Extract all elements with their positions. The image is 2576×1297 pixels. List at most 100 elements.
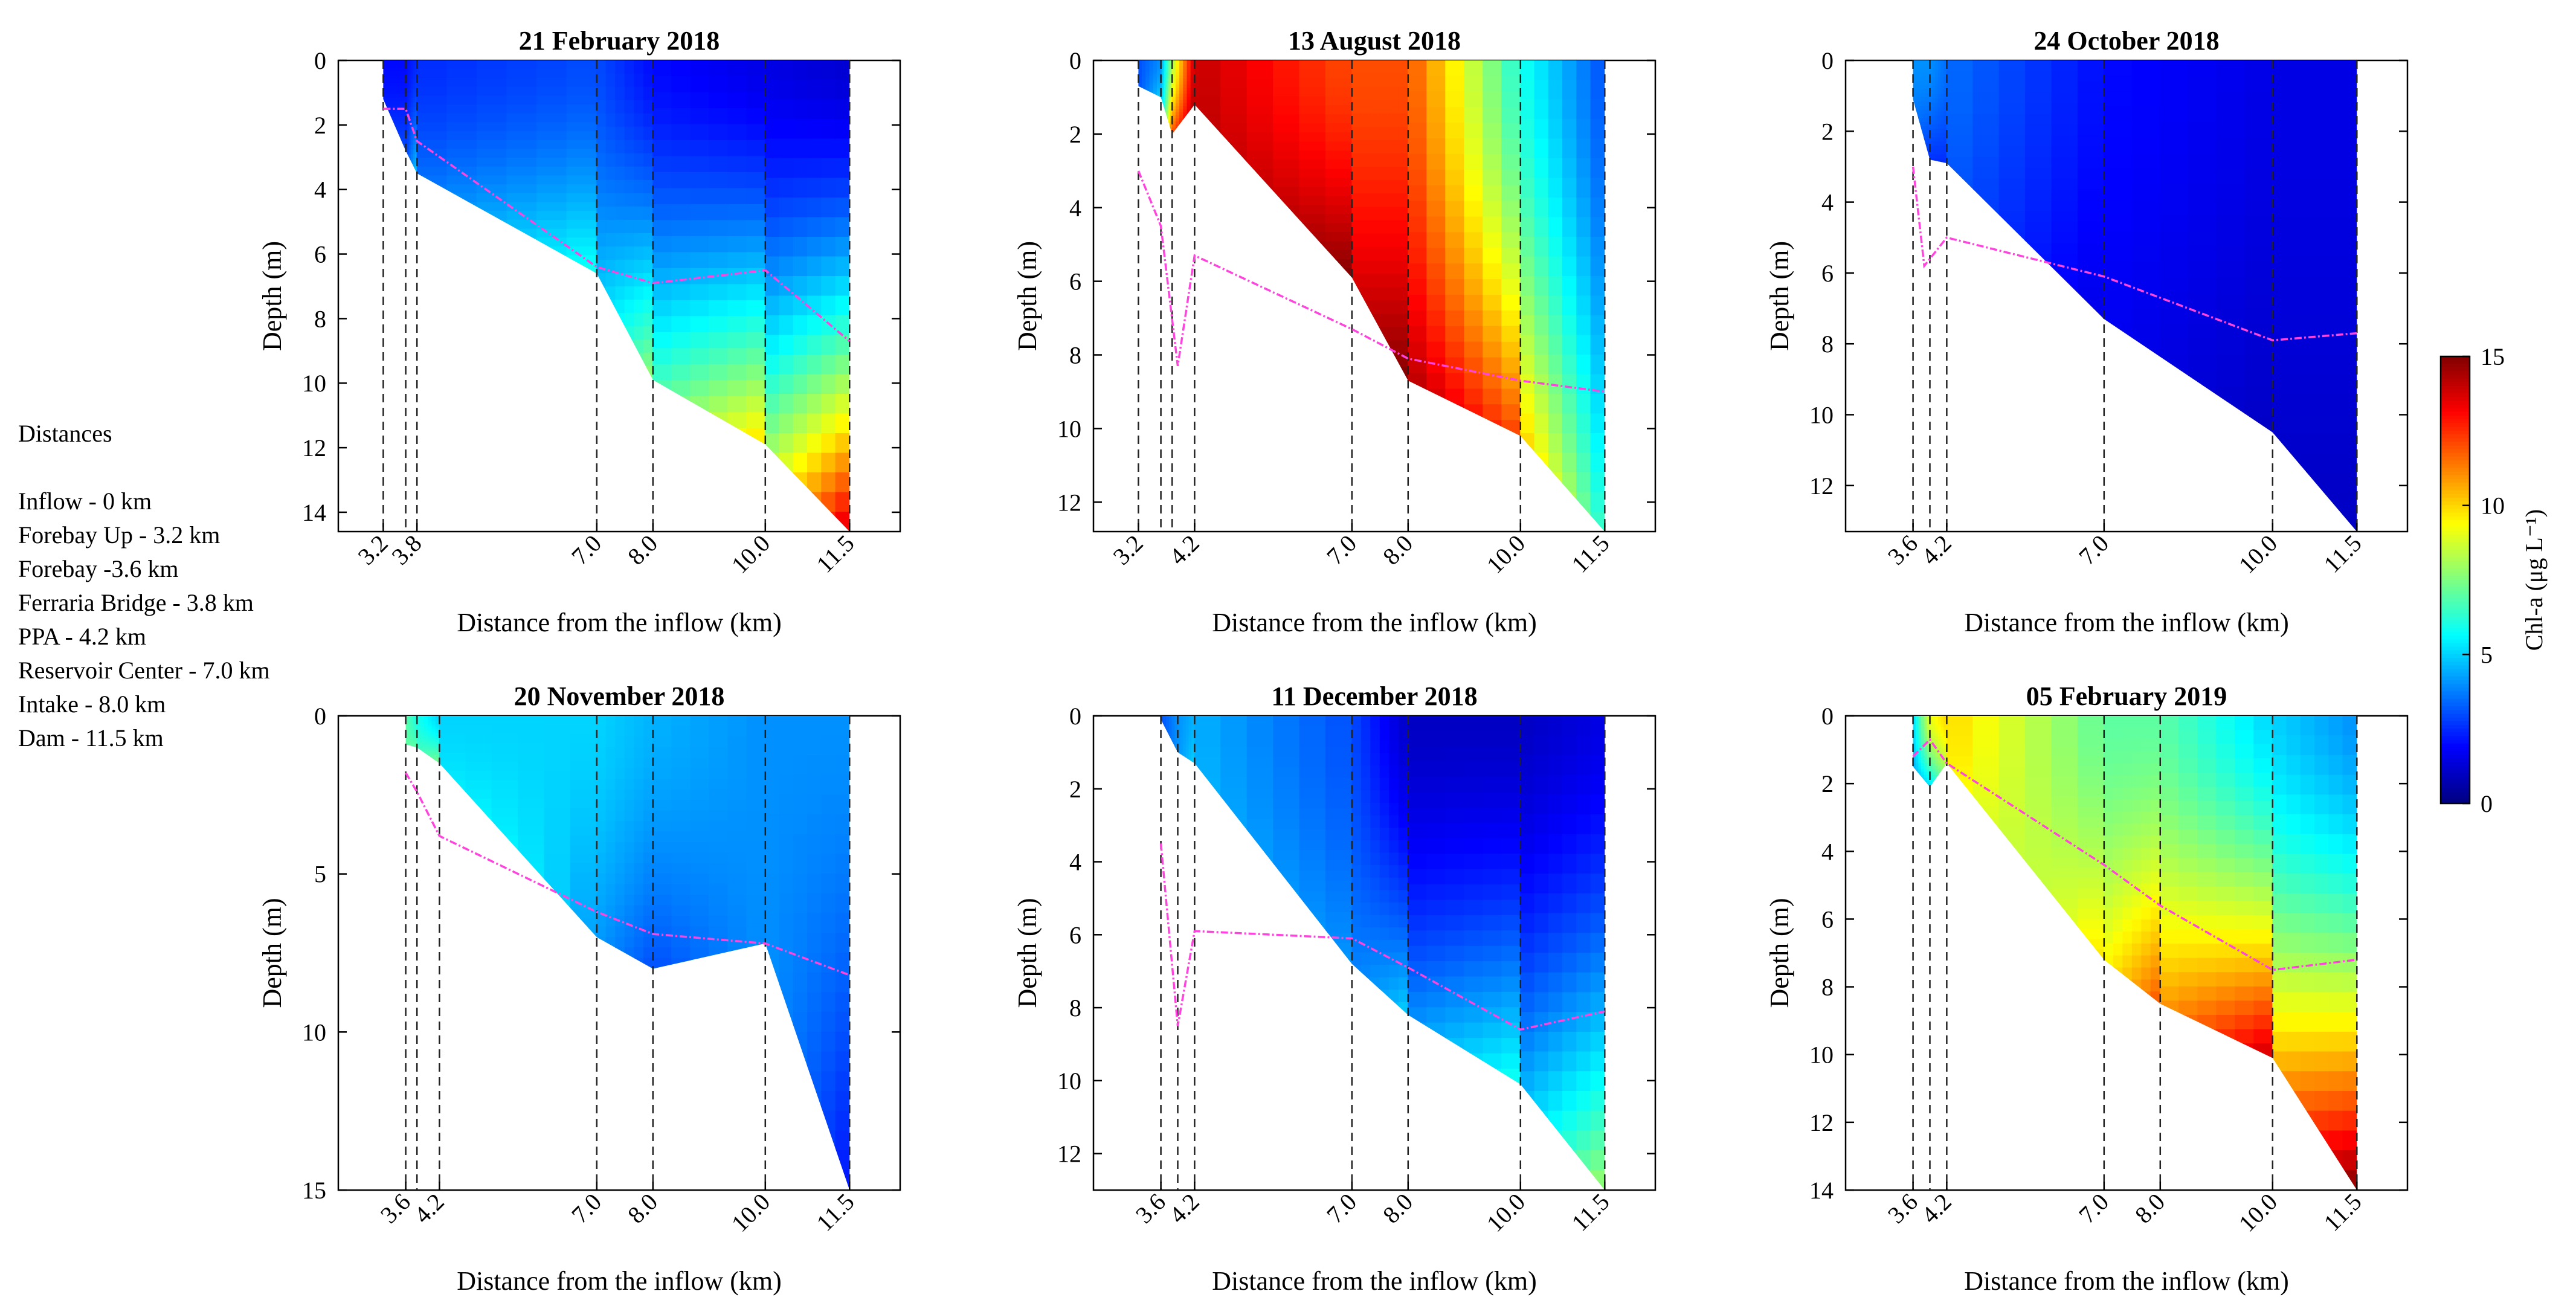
y-tick-label: 10: [1809, 401, 1834, 428]
colorbar-step: [2441, 505, 2470, 510]
y-tick-label: 8: [314, 305, 326, 332]
colorbar-step: [2441, 739, 2470, 744]
colorbar-step: [2441, 755, 2470, 759]
y-axis-label: Depth (m): [257, 241, 287, 351]
y-tick-label: 0: [1821, 703, 1834, 730]
colorbar-step: [2441, 390, 2470, 394]
colorbar-step: [2441, 359, 2470, 364]
colorbar-step: [2441, 672, 2470, 677]
colorbar-step: [2441, 617, 2470, 622]
colorbar-tick-label: 0: [2481, 790, 2493, 817]
colorbar-step: [2441, 602, 2470, 607]
colorbar-step: [2441, 516, 2470, 521]
panel-title: 13 August 2018: [1288, 26, 1461, 56]
colorbar-step: [2441, 770, 2470, 774]
colorbar-step: [2441, 550, 2470, 555]
x-tick-label: 8.0: [2130, 1188, 2170, 1229]
y-tick-label: 10: [302, 370, 326, 397]
colorbar-step: [2441, 520, 2470, 524]
colorbar-step: [2441, 598, 2470, 603]
colorbar-step: [2441, 564, 2470, 569]
colorbar-step: [2441, 765, 2470, 770]
y-tick-label: 14: [1809, 1177, 1834, 1204]
x-tick-label: 11.5: [811, 1188, 859, 1237]
colorbar-step: [2441, 494, 2470, 498]
colorbar-step: [2441, 375, 2470, 379]
x-tick-label: 11.5: [2318, 1188, 2366, 1237]
y-tick-label: 5: [314, 861, 326, 888]
colorbar-step: [2441, 654, 2470, 658]
x-tick-label: 11.5: [1566, 1188, 1614, 1237]
colorbar-step: [2441, 404, 2470, 409]
distances-legend: Distances Inflow - 0 km Forebay Up - 3.2…: [18, 417, 270, 755]
colorbar-step: [2441, 401, 2470, 405]
colorbar-step: [2441, 434, 2470, 439]
y-tick-label: 12: [1809, 472, 1834, 500]
colorbar-step: [2441, 587, 2470, 591]
colorbar-step: [2441, 385, 2470, 390]
colorbar-step: [2441, 624, 2470, 629]
x-axis-label: Distance from the inflow (km): [457, 608, 782, 637]
colorbar-step: [2441, 784, 2470, 789]
y-tick-label: 12: [1057, 1141, 1081, 1168]
y-tick-label: 4: [314, 176, 326, 204]
colorbar-step: [2441, 780, 2470, 785]
colorbar-step: [2441, 713, 2470, 718]
colorbar-step: [2441, 788, 2470, 793]
colorbar-step: [2441, 710, 2470, 715]
x-tick-label: 10.0: [1481, 530, 1530, 579]
x-tick-label: 10.0: [2233, 1188, 2282, 1237]
colorbar-step: [2441, 676, 2470, 681]
y-tick-label: 14: [302, 499, 326, 526]
colorbar-step: [2441, 594, 2470, 599]
colorbar-step: [2441, 449, 2470, 454]
panel-2: 0 2 4 6 8 10 12 3.2 4.2 7.0 8.0 10.0 11.5 13 August 2…: [1013, 26, 1657, 637]
colorbar-step: [2441, 460, 2470, 465]
y-tick-label: 2: [1069, 776, 1081, 803]
colorbar-step: [2441, 703, 2470, 707]
pink-depth-line: [383, 108, 851, 343]
colorbar-step: [2441, 457, 2470, 462]
pink-depth-line: [1137, 170, 1605, 393]
colorbar-step: [2441, 605, 2470, 610]
colorbar-step: [2441, 445, 2470, 450]
y-tick-label: 0: [314, 47, 326, 74]
colorbar-step: [2441, 717, 2470, 722]
colorbar-step: [2441, 643, 2470, 648]
colorbar-step: [2441, 583, 2470, 588]
x-axis-label: Distance from the inflow (km): [1964, 1266, 2289, 1296]
colorbar-step: [2441, 721, 2470, 726]
x-tick-label: 10.0: [2233, 530, 2282, 579]
y-tick-label: 0: [1069, 703, 1081, 730]
colorbar-step: [2441, 665, 2470, 670]
colorbar-tick-label: 10: [2481, 492, 2505, 520]
y-axis-label: Depth (m): [1013, 898, 1042, 1008]
colorbar-step: [2441, 490, 2470, 495]
pink-depth-line: [1911, 166, 2357, 342]
x-tick-label: 7.0: [1321, 1188, 1362, 1229]
colorbar-step: [2441, 743, 2470, 748]
colorbar-step: [2441, 773, 2470, 778]
colorbar-step: [2441, 438, 2470, 443]
colorbar-step: [2441, 796, 2470, 800]
colorbar-step: [2441, 561, 2470, 565]
colorbar-step: [2441, 591, 2470, 596]
colorbar-step: [2441, 684, 2470, 689]
colorbar-step: [2441, 430, 2470, 435]
panel-title: 21 February 2018: [519, 26, 720, 56]
y-tick-label: 15: [302, 1177, 326, 1204]
colorbar-step: [2441, 553, 2470, 558]
x-tick-label: 10.0: [1481, 1188, 1530, 1237]
colorbar-step: [2441, 792, 2470, 797]
y-tick-label: 4: [1821, 189, 1834, 216]
panel-title: 20 November 2018: [514, 681, 725, 711]
colorbar-step: [2441, 464, 2470, 469]
colorbar-step: [2441, 479, 2470, 484]
colorbar-step: [2441, 382, 2470, 387]
colorbar-step: [2441, 468, 2470, 472]
colorbar-step: [2441, 620, 2470, 625]
